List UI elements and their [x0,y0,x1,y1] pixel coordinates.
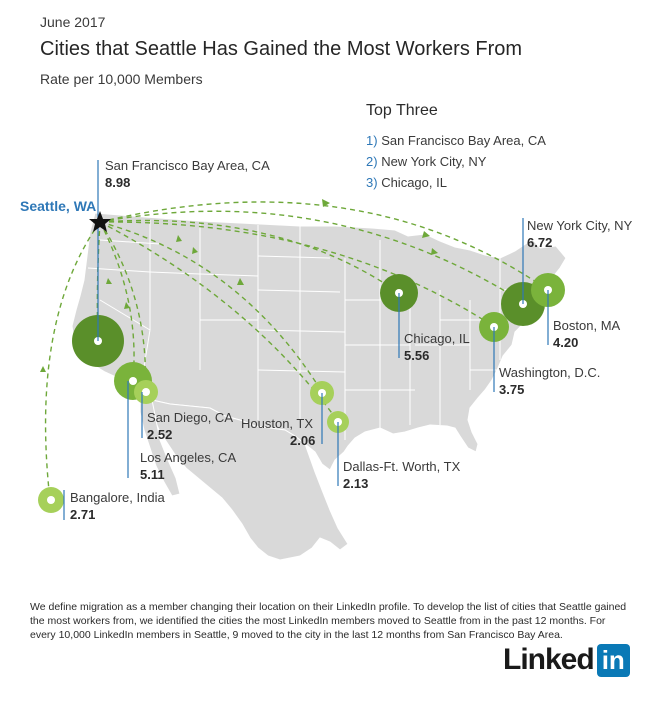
city-name: Chicago, IL [404,331,470,346]
city-value: 3.75 [499,382,524,397]
rank-city: Chicago, IL [381,175,447,190]
city-value: 4.20 [553,335,578,350]
mexico-shape [151,399,349,561]
arc-la [99,221,135,381]
arc-bangalore [44,221,101,501]
city-value: 2.52 [147,427,172,442]
list-item: 1) San Francisco Bay Area, CA [366,130,546,151]
arc-arrowheads [40,199,438,372]
rank-number: 3) [366,175,378,190]
city-name: Boston, MA [553,318,621,333]
arc-new-york [99,210,524,303]
city-name: Washington, D.C. [499,365,600,380]
city-name: Dallas-Ft. Worth, TX [343,459,461,474]
list-item: 2) New York City, NY [366,151,546,172]
page-title: Cities that Seattle Has Gained the Most … [40,38,523,60]
linkedin-logo: Linked in [503,643,630,677]
city-value: 2.71 [70,507,95,522]
star-icon [89,211,111,232]
city-value: 5.11 [140,467,165,482]
date-label: June 2017 [40,14,106,30]
top-three-heading: Top Three [366,102,438,119]
city-value: 2.06 [290,433,315,448]
city-value: 8.98 [105,175,130,190]
city-name: Los Angeles, CA [140,450,236,465]
top-three-list: Top Three 1) San Francisco Bay Area, CA … [366,102,546,193]
arc-dallas [99,221,323,393]
rank-city: New York City, NY [381,154,487,169]
rank-number: 1) [366,133,378,148]
rank-number: 2) [366,154,378,169]
logo-box: in [596,643,630,677]
city-name: San Francisco Bay Area, CA [105,158,270,173]
city-value: 6.72 [527,235,552,250]
list-item: 3) Chicago, IL [366,172,546,193]
migration-map: Seattle, WA San Francisco Bay Area, CA 8… [20,158,633,561]
city-name: Bangalore, India [70,490,165,505]
city-name: San Diego, CA [147,410,233,425]
city-name: New York City, NY [527,218,633,233]
page-subtitle: Rate per 10,000 Members [40,71,203,87]
city-name: Houston, TX [241,416,313,431]
leader-lines [63,160,549,520]
city-value: 2.13 [343,476,368,491]
city-value: 5.56 [404,348,429,363]
footnote: We define migration as a member changing… [30,601,627,641]
origin-label: Seattle, WA [20,198,96,214]
baja-shape [139,391,181,497]
arc-chicago [99,219,400,294]
rank-city: San Francisco Bay Area, CA [381,133,546,148]
arc-boston [99,201,549,291]
logo-word: Linked [503,643,595,676]
